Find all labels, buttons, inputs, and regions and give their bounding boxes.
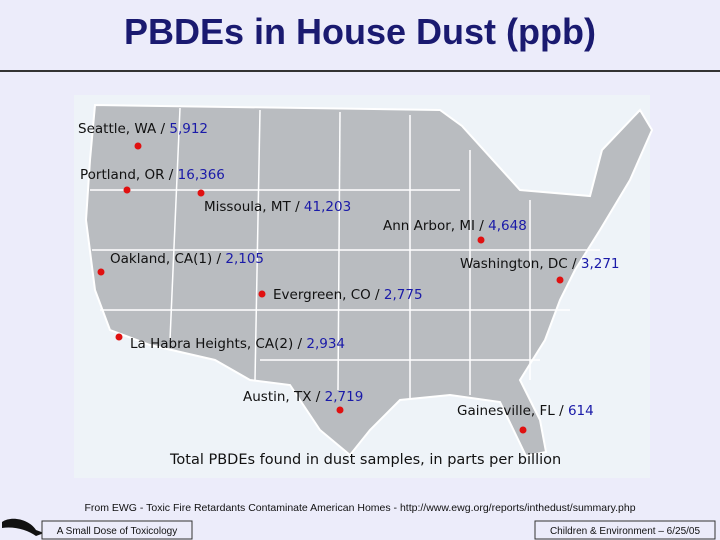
logo — [2, 518, 44, 536]
location-name: Ann Arbor, MI / — [383, 218, 484, 234]
location-dot — [336, 406, 344, 414]
location-name: Washington, DC / — [460, 256, 577, 272]
location-label: Ann Arbor, MI / 4,648 — [383, 218, 527, 234]
location-value: 2,719 — [325, 389, 364, 405]
location-dot — [97, 268, 105, 276]
location-value: 41,203 — [304, 199, 351, 215]
location-label: Austin, TX / 2,719 — [243, 389, 363, 405]
location-value: 3,271 — [581, 256, 620, 272]
location-label: Evergreen, CO / 2,775 — [273, 287, 423, 303]
location-dot — [123, 186, 131, 194]
location-dot — [556, 276, 564, 284]
location-value: 2,105 — [225, 251, 264, 267]
footer-right: Children & Environment – 6/25/05 — [550, 526, 701, 537]
location-name: Portland, OR / — [80, 167, 174, 183]
map-caption: Total PBDEs found in dust samples, in pa… — [169, 452, 561, 468]
location-value: 2,934 — [306, 336, 345, 352]
location-dot — [258, 290, 266, 298]
location-value: 614 — [568, 403, 594, 419]
location-name: Austin, TX / — [243, 389, 321, 405]
location-label: Missoula, MT / 41,203 — [204, 199, 351, 215]
location-label: Seattle, WA / 5,912 — [78, 121, 208, 137]
location-label: Oakland, CA(1) / 2,105 — [110, 251, 264, 267]
location-name: La Habra Heights, CA(2) / — [130, 336, 303, 352]
location-name: Missoula, MT / — [204, 199, 300, 215]
footer-left-box — [41, 520, 193, 540]
source-note: From EWG - Toxic Fire Retardants Contami… — [84, 502, 635, 514]
location-label: Washington, DC / 3,271 — [460, 256, 620, 272]
location-value: 16,366 — [178, 167, 225, 183]
location-dot — [115, 333, 123, 341]
location-label: Gainesville, FL / 614 — [457, 403, 594, 419]
location-dot — [519, 426, 527, 434]
location-dot — [134, 142, 142, 150]
slide-title: PBDEs in House Dust (ppb) — [124, 11, 596, 52]
location-name: Seattle, WA / — [78, 121, 166, 137]
location-value: 4,648 — [488, 218, 527, 234]
location-value: 5,912 — [169, 121, 208, 137]
state-lines — [90, 107, 600, 400]
location-label: Portland, OR / 16,366 — [80, 167, 225, 183]
location-name: Evergreen, CO / — [273, 287, 380, 303]
location-name: Gainesville, FL / — [457, 403, 564, 419]
location-name: Oakland, CA(1) / — [110, 251, 222, 267]
location-value: 2,775 — [384, 287, 423, 303]
location-label: La Habra Heights, CA(2) / 2,934 — [130, 336, 345, 352]
footer-left: A Small Dose of Toxicology — [57, 526, 177, 537]
location-dot — [477, 236, 485, 244]
location-dot — [197, 189, 205, 197]
us-map — [84, 103, 654, 458]
footer-right-box — [534, 520, 716, 540]
